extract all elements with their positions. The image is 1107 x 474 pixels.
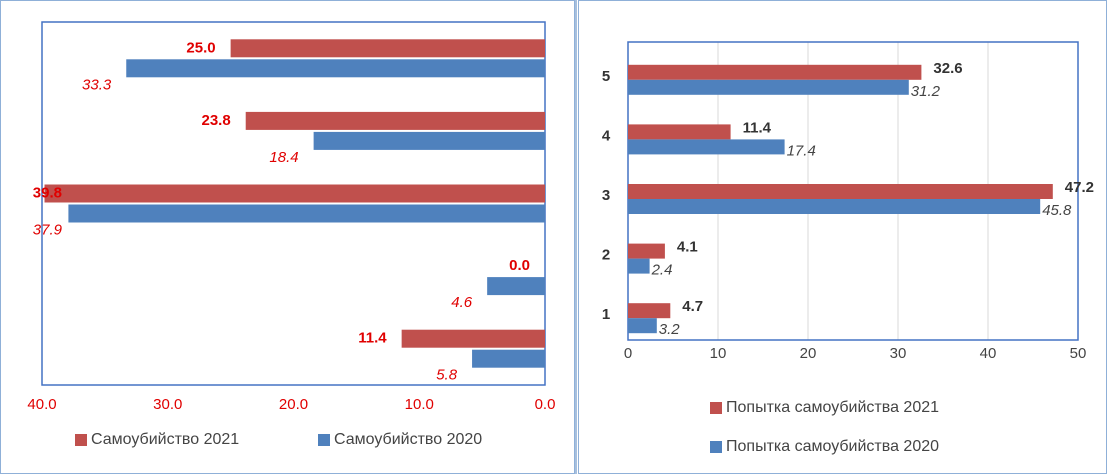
data-label: 31.2 xyxy=(911,83,941,100)
legend-label: Самоубийство 2021 xyxy=(91,431,239,448)
bar xyxy=(472,349,545,368)
data-label: 39.8 xyxy=(33,184,62,201)
y-tick-label: 3 xyxy=(602,187,610,204)
bar xyxy=(628,318,657,334)
data-label: 4.6 xyxy=(451,294,473,311)
x-tick-label: 20 xyxy=(800,345,817,362)
legend-label: Попытка самоубийства 2020 xyxy=(726,438,939,455)
data-label: 11.4 xyxy=(743,119,772,136)
y-tick-label: 2 xyxy=(602,247,610,264)
x-tick-label: 40.0 xyxy=(27,396,56,413)
data-label: 5.8 xyxy=(436,367,458,384)
data-label: 3.2 xyxy=(659,321,681,338)
data-label: 23.8 xyxy=(202,112,231,129)
x-tick-label: 40 xyxy=(980,345,997,362)
x-tick-label: 10 xyxy=(710,345,727,362)
bar xyxy=(628,258,650,274)
bar xyxy=(628,79,909,95)
bar xyxy=(628,199,1041,214)
legend-swatch xyxy=(710,402,722,414)
legend-swatch xyxy=(75,434,87,446)
x-tick-label: 30 xyxy=(890,345,907,362)
data-label: 0.0 xyxy=(509,257,530,274)
legend-swatch xyxy=(318,434,330,446)
data-label: 32.6 xyxy=(933,60,962,77)
bar xyxy=(313,131,545,150)
bar xyxy=(628,64,922,80)
bar xyxy=(245,111,545,130)
y-tick-label: 1 xyxy=(602,306,610,323)
x-tick-label: 0 xyxy=(624,345,632,362)
x-tick-label: 50 xyxy=(1070,345,1087,362)
data-label: 37.9 xyxy=(33,221,63,238)
bar xyxy=(628,139,785,155)
bar xyxy=(401,329,545,348)
legend-label: Попытка самоубийства 2021 xyxy=(726,399,939,416)
bar xyxy=(628,184,1053,199)
y-tick-label: 5 xyxy=(602,68,610,85)
data-label: 25.0 xyxy=(186,39,215,56)
bar xyxy=(628,243,665,259)
bar xyxy=(230,39,545,58)
x-tick-label: 20.0 xyxy=(279,396,308,413)
x-tick-label: 10.0 xyxy=(405,396,434,413)
x-tick-label: 0.0 xyxy=(535,396,556,413)
data-label: 33.3 xyxy=(82,76,112,93)
data-label: 45.8 xyxy=(1042,202,1072,219)
data-label: 47.2 xyxy=(1065,179,1094,196)
bar xyxy=(126,59,545,78)
data-label: 2.4 xyxy=(651,262,673,279)
x-tick-label: 30.0 xyxy=(153,396,182,413)
data-label: 4.1 xyxy=(677,239,698,256)
data-label: 17.4 xyxy=(787,142,816,159)
y-tick-label: 4 xyxy=(602,127,611,144)
bar xyxy=(487,277,545,296)
data-label: 18.4 xyxy=(269,149,298,166)
data-label: 4.7 xyxy=(682,298,703,315)
bar xyxy=(628,303,671,319)
plot-border xyxy=(41,21,546,386)
bar xyxy=(68,204,545,223)
data-label: 11.4 xyxy=(358,330,387,347)
legend-swatch xyxy=(710,441,722,453)
bar xyxy=(628,124,731,140)
bar xyxy=(44,184,545,203)
legend-label: Самоубийство 2020 xyxy=(334,431,482,448)
